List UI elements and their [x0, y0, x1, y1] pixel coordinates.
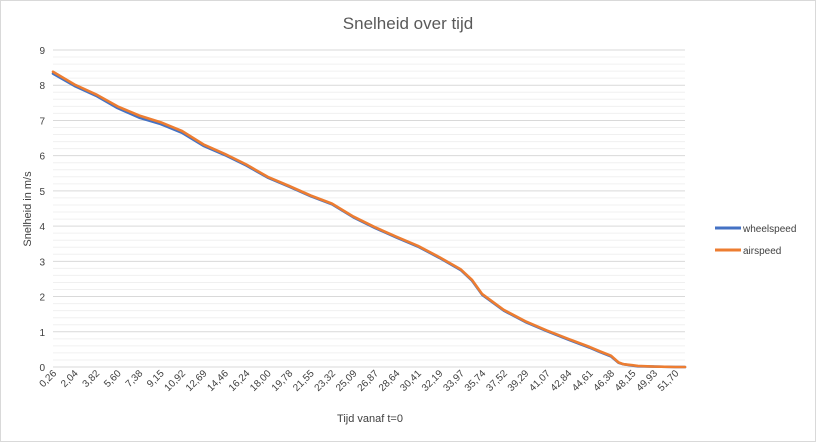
y-tick-label: 3	[39, 257, 45, 268]
x-tick-label: 23,32	[313, 368, 339, 394]
y-tick-label: 9	[39, 46, 45, 57]
x-tick-label: 35,74	[463, 368, 489, 394]
x-tick-label: 28,64	[377, 368, 403, 394]
x-tick-label: 5,60	[102, 368, 124, 390]
x-tick-label: 7,38	[124, 368, 146, 390]
x-tick-label: 16,24	[227, 368, 253, 394]
x-tick-label: 51,70	[656, 368, 682, 394]
y-tick-label: 5	[39, 187, 45, 198]
x-tick-label: 37,52	[484, 368, 510, 394]
series-lines	[51, 70, 687, 369]
y-tick-label: 6	[39, 152, 45, 163]
x-axis-title: Tijd vanaf t=0	[337, 413, 403, 425]
x-tick-label: 25,09	[334, 368, 360, 394]
x-tick-label: 42,84	[549, 368, 575, 394]
x-tick-label: 44,61	[570, 368, 596, 394]
x-tick-label: 41,07	[527, 368, 553, 394]
x-tick-label: 18,00	[248, 368, 274, 394]
y-tick-label: 7	[39, 116, 45, 127]
x-tick-label: 19,78	[270, 368, 296, 394]
x-axis-ticks: 0,26 2,04 3,82 5,60 7,38 9,1510,9212,6914,461…	[38, 368, 682, 394]
x-tick-label: 33,97	[441, 368, 467, 394]
chart-title: Snelheid over tijd	[343, 14, 473, 33]
x-tick-label: 10,92	[163, 368, 189, 394]
x-tick-label: 2,04	[59, 368, 81, 390]
legend-label-wheelspeed: wheelspeed	[742, 224, 796, 235]
x-tick-label: 48,15	[613, 368, 639, 394]
y-tick-label: 8	[39, 81, 45, 92]
x-tick-label: 39,29	[506, 368, 532, 394]
airspeed-line	[51, 70, 687, 369]
x-tick-label: 32,19	[420, 368, 446, 394]
x-tick-label: 46,38	[592, 368, 618, 394]
x-tick-label: 26,87	[356, 368, 382, 394]
y-axis-ticks: 0 1 2 3 4 5 6 7 8 9	[39, 46, 45, 374]
x-tick-label: 30,41	[398, 368, 424, 394]
y-tick-label: 1	[39, 328, 45, 339]
y-tick-label: 0	[39, 363, 45, 374]
y-tick-label: 4	[39, 222, 45, 233]
legend-label-airspeed: airspeed	[743, 246, 781, 257]
y-axis-title: Snelheid in m/s	[22, 171, 34, 247]
gridlines	[53, 49, 685, 368]
x-tick-label: 14,46	[205, 368, 231, 394]
legend: wheelspeed airspeed	[715, 224, 796, 257]
x-tick-label: 21,55	[291, 368, 317, 394]
y-tick-label: 2	[39, 293, 45, 304]
x-tick-label: 12,69	[184, 368, 210, 394]
x-tick-label: 49,93	[635, 368, 661, 394]
x-tick-label: 3,82	[81, 368, 103, 390]
